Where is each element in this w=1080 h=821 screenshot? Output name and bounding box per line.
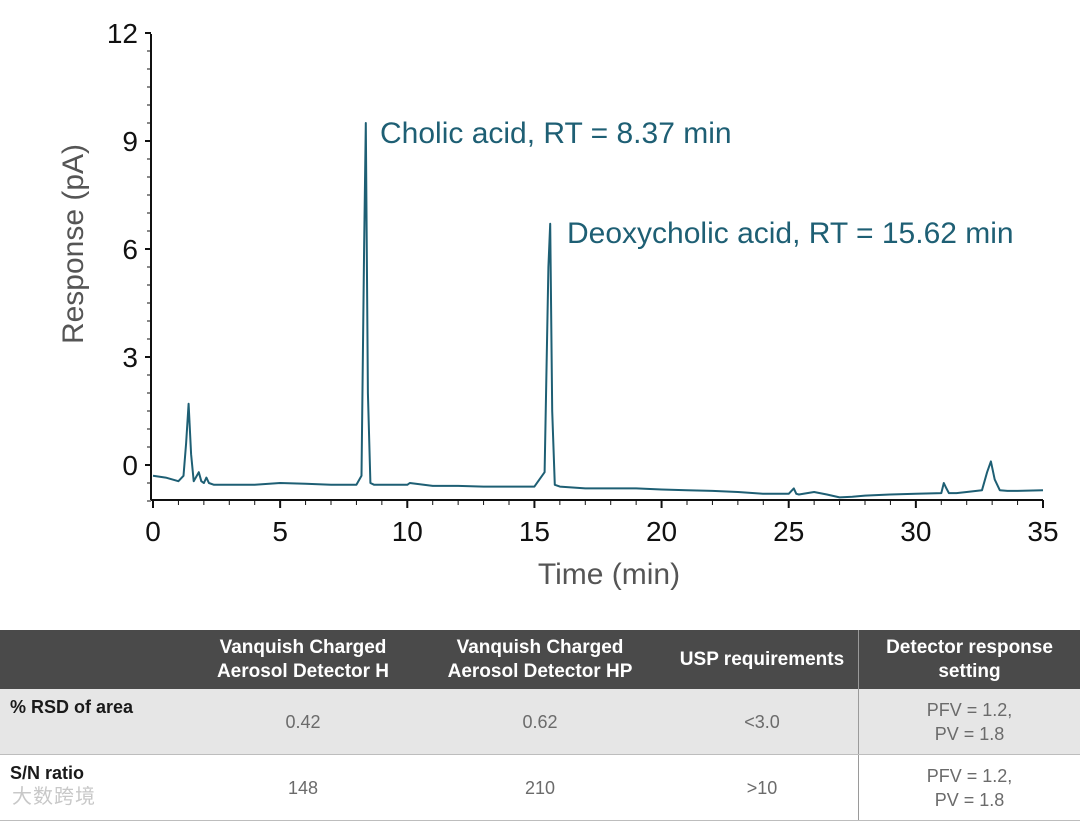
chromatogram-trace [153,123,1043,497]
cell-response-setting: PFV = 1.2, PV = 1.8 [859,689,1080,755]
y-tick-label: 0 [122,450,138,481]
x-tick-label: 10 [392,516,423,547]
setting-line-1: PFV = 1.2, [860,698,1079,722]
cell-usp: <3.0 [666,689,859,755]
table-header-row: Vanquish Charged Aerosol Detector H Vanq… [0,630,1080,689]
table-row: % RSD of area 0.42 0.62 <3.0 PFV = 1.2, … [0,689,1080,755]
table-row: S/N ratio 148 210 >10 PFV = 1.2, PV = 1.… [0,755,1080,821]
x-axis-title: Time (min) [538,558,680,591]
cell-cad-hp: 0.62 [414,689,666,755]
watermark: 大数跨境 [12,780,96,809]
x-tick-label: 15 [519,516,550,547]
x-tick-label: 25 [773,516,804,547]
setting-line-2: PV = 1.8 [860,722,1079,746]
chromatogram-chart: 0 3 6 9 12 0 5 10 15 20 25 30 35 Time (min) Respons… [0,0,1080,610]
x-tick-label: 5 [272,516,288,547]
header-blank [0,630,192,689]
y-tick-label: 12 [107,18,138,49]
x-tick-label: 30 [900,516,931,547]
setting-line-1: PFV = 1.2, [860,764,1079,788]
axes [151,34,1043,500]
setting-line-2: PV = 1.8 [860,788,1079,812]
annotation-cholic-acid: Cholic acid, RT = 8.37 min [380,117,732,150]
row-label: % RSD of area [0,689,192,755]
cell-response-setting: PFV = 1.2, PV = 1.8 [859,755,1080,821]
header-response-setting: Detector response setting [859,630,1080,689]
x-ticks: 0 5 10 15 20 25 30 35 [145,500,1058,547]
cell-usp: >10 [666,755,859,821]
header-cad-hp: Vanquish Charged Aerosol Detector HP [414,630,666,689]
header-usp: USP requirements [666,630,859,689]
results-table: Vanquish Charged Aerosol Detector H Vanq… [0,630,1080,821]
cell-cad-hp: 210 [414,755,666,821]
annotation-deoxycholic-acid: Deoxycholic acid, RT = 15.62 min [567,217,1014,250]
header-cad-h: Vanquish Charged Aerosol Detector H [192,630,414,689]
y-axis-title: Response (pA) [57,144,90,344]
x-tick-label: 20 [646,516,677,547]
x-tick-label: 0 [145,516,161,547]
y-tick-label: 3 [122,342,138,373]
y-tick-label: 9 [122,126,138,157]
y-ticks: 0 3 6 9 12 [107,18,151,501]
cell-cad-h: 0.42 [192,689,414,755]
y-tick-label: 6 [122,234,138,265]
x-tick-label: 35 [1027,516,1058,547]
cell-cad-h: 148 [192,755,414,821]
